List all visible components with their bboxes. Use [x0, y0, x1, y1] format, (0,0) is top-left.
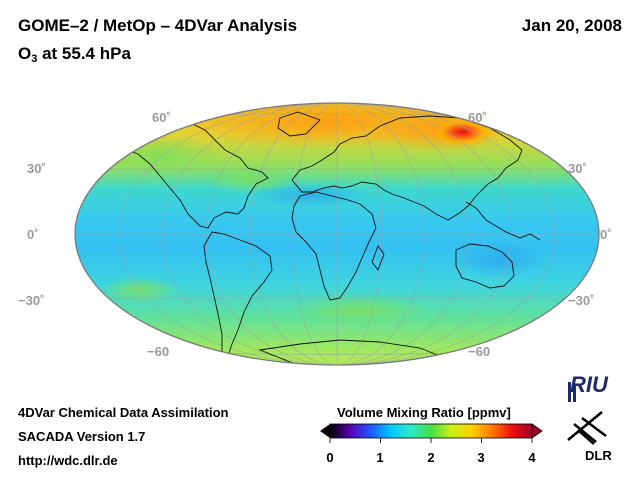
lat-label-left-30: 30˚ — [27, 161, 46, 176]
lat-label-left-0: 0˚ — [27, 227, 39, 242]
lat-label-left-minus30: −30˚ — [18, 293, 45, 308]
map-title: GOME–2 / MetOp – 4DVar Analysis — [18, 16, 298, 35]
dlr-logo-icon — [567, 411, 607, 445]
colorbar-tick-4: 4 — [528, 450, 536, 465]
footer-url: http://wdc.dlr.de — [18, 453, 118, 468]
lat-label-right-0: 0˚ — [600, 227, 612, 242]
dlr-logo-text: DLR — [585, 448, 612, 463]
colorbar-title: Volume Mixing Ratio [ppmv] — [337, 405, 511, 420]
footer-line-1: 4DVar Chemical Data Assimilation — [18, 405, 229, 420]
lat-label-right-minus30: −30˚ — [568, 293, 595, 308]
footer-line-2: SACADA Version 1.7 — [18, 429, 146, 444]
colorbar-tick-3: 3 — [477, 450, 485, 465]
lat-label-left-minus60: −60 — [147, 344, 170, 359]
lat-label-right-30: 30˚ — [568, 161, 587, 176]
map-subtitle: O3 at 55.4 hPa — [18, 44, 131, 65]
colorbar-tick-2: 2 — [427, 450, 435, 465]
data-field — [75, 103, 599, 365]
lat-label-left-60: 60˚ — [152, 110, 171, 125]
riu-logo-icon — [568, 382, 576, 402]
lat-label-right-minus60: −60 — [468, 344, 491, 359]
map-border — [74, 102, 600, 366]
riu-logo-text: RIU — [570, 372, 608, 397]
colorbar-tick-0: 0 — [326, 450, 334, 465]
map-date: Jan 20, 2008 — [521, 16, 622, 35]
coastlines — [110, 111, 541, 365]
colorbar — [320, 423, 543, 443]
colorbar-tick-1: 1 — [376, 450, 384, 465]
lat-label-right-60: 60˚ — [468, 110, 487, 125]
